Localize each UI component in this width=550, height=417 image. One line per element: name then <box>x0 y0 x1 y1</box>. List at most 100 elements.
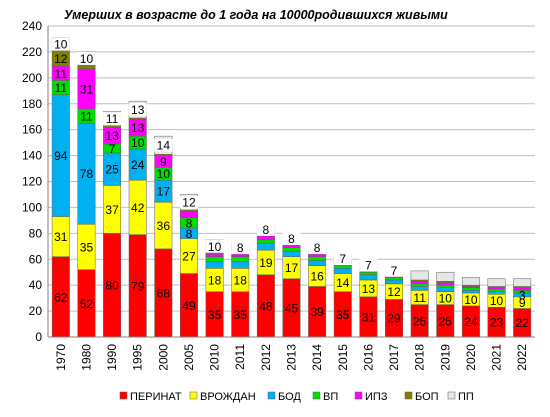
x-tick-label: 2013 <box>285 344 299 371</box>
bar-segment <box>385 279 403 285</box>
legend-label: ПЕРИНАТ <box>130 391 182 403</box>
data-label: 25 <box>413 314 427 328</box>
data-label: 18 <box>234 273 248 287</box>
data-label: 16 <box>310 270 324 284</box>
data-label-background <box>308 241 327 255</box>
bar-segment <box>461 287 480 291</box>
bar-segment <box>410 283 429 287</box>
data-label: 13 <box>131 103 145 117</box>
x-tick-label: 2012 <box>259 344 273 371</box>
bar-segment <box>231 261 250 269</box>
data-label: 11 <box>55 67 68 81</box>
bar-segment <box>436 282 455 286</box>
data-label: 35 <box>208 308 222 322</box>
legend-swatch <box>312 391 321 400</box>
data-labels: 6231941111121052357811311080372571311794… <box>51 37 529 330</box>
data-label: 27 <box>182 250 196 264</box>
data-label-background <box>333 252 352 266</box>
data-label: 11 <box>80 110 93 124</box>
y-axis: 0 20 40 60 80 100 120 140 160 180 200 220 240 <box>22 19 49 344</box>
bar-segment <box>205 256 224 263</box>
data-label: 17 <box>157 185 171 199</box>
y-tick-label: 0 <box>35 330 42 344</box>
x-axis: 1970 1980 1990 1995 2000 2005 2010 2011 2012 2013… <box>48 336 535 371</box>
data-label-background <box>282 232 301 246</box>
legend-label: ВП <box>323 391 338 403</box>
bar-segment <box>256 243 275 251</box>
data-label: 11 <box>413 291 426 305</box>
data-label: 48 <box>259 299 273 313</box>
data-label: 10 <box>131 136 145 150</box>
bar-segment <box>231 256 250 263</box>
bar-segment <box>513 278 532 287</box>
data-label: 9 <box>160 155 167 169</box>
data-label: 18 <box>208 273 222 287</box>
data-label-background <box>256 222 275 236</box>
data-label: 10 <box>208 240 222 254</box>
data-label: 10 <box>464 293 478 307</box>
legend-label: ПП <box>458 391 474 403</box>
data-label: 31 <box>54 230 68 244</box>
bar-segment <box>436 284 455 289</box>
bars <box>51 37 532 338</box>
legend-swatch <box>354 391 363 400</box>
data-label: 25 <box>439 314 453 328</box>
data-label: 8 <box>263 223 270 237</box>
y-tick-label: 100 <box>22 200 42 214</box>
bar-segment <box>410 286 429 291</box>
x-tick-label: 2017 <box>387 344 401 371</box>
data-label: 8 <box>288 232 295 246</box>
bar-segment <box>410 281 429 285</box>
data-label: 62 <box>54 290 68 304</box>
data-label: 11 <box>106 112 119 126</box>
x-tick-label: 2015 <box>336 344 350 371</box>
data-label: 35 <box>234 308 248 322</box>
data-label: 80 <box>105 279 119 293</box>
y-tick-label: 240 <box>22 19 42 33</box>
bar-segment <box>359 274 378 281</box>
data-label: 68 <box>157 286 171 300</box>
data-label: 17 <box>285 261 299 275</box>
data-label: 78 <box>80 167 94 181</box>
x-tick-label: 2021 <box>490 344 504 371</box>
data-label: 10 <box>157 167 171 181</box>
data-label: 7 <box>109 142 116 156</box>
bar-segment <box>205 253 224 257</box>
x-tick-label: 2019 <box>438 344 452 371</box>
data-label: 10 <box>439 292 453 306</box>
x-tick-label: 1995 <box>131 344 145 371</box>
data-label-background <box>359 258 378 272</box>
x-tick-label: 2016 <box>361 344 375 371</box>
data-label: 8 <box>186 227 193 241</box>
bar-segment <box>282 251 301 257</box>
x-tick-label: 2010 <box>208 344 222 371</box>
bar-segment <box>282 247 301 252</box>
data-label: 23 <box>490 316 504 330</box>
bar-segment <box>333 268 352 274</box>
x-tick-label: 2011 <box>233 344 247 370</box>
data-label: 13 <box>362 282 376 296</box>
data-label: 29 <box>387 312 401 326</box>
data-label: 31 <box>362 310 376 324</box>
data-label: 94 <box>54 149 68 163</box>
data-label: 24 <box>464 315 478 329</box>
data-label-background <box>103 112 122 126</box>
chart-title: Умерших в возрасте до 1 года на 10000род… <box>64 8 448 22</box>
x-tick-label: 2018 <box>413 344 427 371</box>
legend-swatch <box>189 391 198 400</box>
data-label: 8 <box>186 216 193 230</box>
data-label: 35 <box>336 308 350 322</box>
x-tick-label: 1980 <box>79 344 93 371</box>
data-label: 13 <box>105 129 119 143</box>
y-tick-label: 120 <box>22 175 42 189</box>
y-tick-label: 40 <box>29 278 43 292</box>
data-label: 42 <box>131 201 145 215</box>
bar-segment <box>205 261 224 269</box>
data-label-background <box>51 37 70 51</box>
y-tick-label: 140 <box>22 149 42 163</box>
data-label-background <box>154 138 173 152</box>
bar-segment <box>308 260 327 266</box>
data-label: 12 <box>387 285 401 299</box>
data-label: 12 <box>182 196 196 210</box>
bar-segment <box>333 265 352 269</box>
